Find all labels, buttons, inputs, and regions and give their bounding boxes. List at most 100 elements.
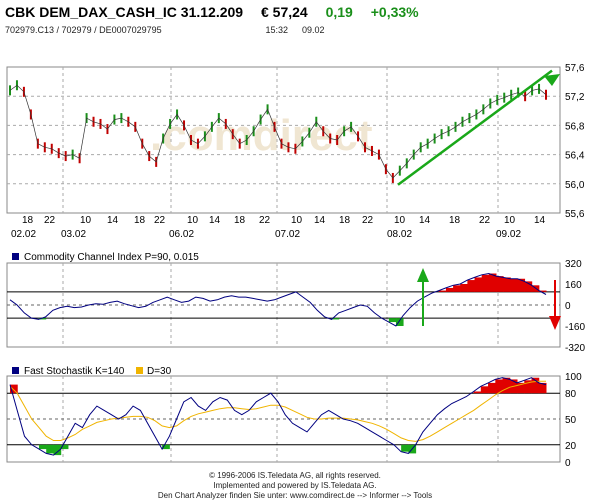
cci-fill-high <box>517 278 526 292</box>
footer-copyright: © 1996-2006 IS.Teledata AG, all rights r… <box>209 471 381 480</box>
last-price: € 57,24 <box>260 4 308 20</box>
quote-time: 15:32 <box>265 25 289 35</box>
y-tick-label: 160 <box>565 280 582 291</box>
x-tick-label: 10 <box>394 215 406 226</box>
stoch-d-legend-swatch <box>136 367 143 374</box>
y-tick-label: -320 <box>565 343 585 354</box>
quote-subheader: 702979.C13 / 702979 / DE0007029795 15:32… <box>5 25 325 35</box>
x-date-label: 03.02 <box>61 229 86 240</box>
x-tick-label: 18 <box>339 215 351 226</box>
y-tick-label: 20 <box>565 441 577 452</box>
stoch-fill-high <box>488 382 496 394</box>
x-tick-label: 14 <box>107 215 119 226</box>
cci-fill-low <box>38 318 47 320</box>
stoch-k-legend-swatch <box>12 367 19 374</box>
stoch-fill-low <box>46 444 54 454</box>
x-tick-label: 10 <box>187 215 199 226</box>
y-tick-label: 55,6 <box>565 209 585 220</box>
stoch-fill-high <box>538 382 547 394</box>
stoch-k-line <box>9 377 547 456</box>
cci-fill-high <box>481 274 490 292</box>
trend-line <box>397 69 553 186</box>
x-tick-label: 14 <box>419 215 431 226</box>
stoch-d-legend-label: D=30 <box>147 366 172 377</box>
x-tick-label: 18 <box>22 215 34 226</box>
cci-fill-low <box>395 318 404 326</box>
change-absolute: 0,19 <box>325 4 353 20</box>
stoch-fill-high <box>531 377 540 394</box>
quote-date: 09.02 <box>302 25 325 35</box>
y-tick-label: 56,8 <box>565 121 585 132</box>
stoch-fill-low <box>60 444 69 450</box>
stoch-fill-low <box>162 444 170 450</box>
x-date-label: 09.02 <box>496 229 521 240</box>
cci-fill-high <box>503 277 511 292</box>
x-tick-label: 22 <box>259 215 271 226</box>
x-tick-label: 18 <box>134 215 146 226</box>
x-date-label: 02.02 <box>11 229 36 240</box>
change-percent: +0,33% <box>370 4 419 20</box>
stoch-fill-high <box>473 391 482 394</box>
cci-fill-high <box>488 273 497 292</box>
stoch-k-legend-label: Fast Stochastik K=140 <box>24 366 125 377</box>
stoch-fill-high <box>524 380 533 394</box>
footer-link: Den Chart Analyzer finden Sie unter: www… <box>157 491 433 500</box>
price-line <box>9 84 547 179</box>
x-tick-label: 22 <box>362 215 374 226</box>
stoch-fill-low <box>38 444 47 450</box>
cci-legend-swatch <box>12 253 19 260</box>
cci-legend-label: Commodity Channel Index P=90, 0.015 <box>24 252 199 263</box>
y-tick-label: 100 <box>565 372 582 383</box>
x-tick-label: 10 <box>291 215 303 226</box>
cci-fill-low <box>388 318 397 323</box>
price-panel <box>6 66 561 214</box>
cci-fill-high <box>467 280 476 292</box>
x-date-label: 07.02 <box>275 229 300 240</box>
stoch-fill-high <box>495 379 504 394</box>
cci-line <box>9 272 547 327</box>
cci-fill-high <box>524 281 533 292</box>
y-tick-label: 50 <box>565 415 577 426</box>
trend-arrowhead <box>544 74 560 86</box>
cci-fill-high <box>538 290 547 292</box>
y-tick-label: -160 <box>565 322 585 333</box>
y-tick-label: 80 <box>565 389 577 400</box>
y-tick-label: 0 <box>565 458 571 469</box>
cci-fill-high <box>453 285 461 292</box>
y-tick-label: 56,4 <box>565 151 585 162</box>
stoch-fill-high <box>480 386 489 394</box>
x-tick-label: 18 <box>449 215 461 226</box>
x-tick-label: 14 <box>314 215 326 226</box>
quote-header: CBK DEM_DAX_CASH_IC 31.12.209 € 57,24 0,… <box>5 4 433 24</box>
stoch-fill-high <box>10 384 18 394</box>
instrument-name: CBK DEM_DAX_CASH_IC 31.12.209 <box>5 4 244 20</box>
x-tick-label: 14 <box>534 215 546 226</box>
y-tick-label: 0 <box>565 301 571 312</box>
y-tick-label: 57,6 <box>565 63 585 74</box>
x-tick-label: 10 <box>504 215 516 226</box>
x-tick-label: 14 <box>209 215 221 226</box>
cci-fill-low <box>331 318 340 320</box>
x-date-label: 08.02 <box>387 229 412 240</box>
cci-fill-high <box>495 276 504 292</box>
cci-fill-high <box>474 277 483 292</box>
stoch-fill-high <box>502 377 511 394</box>
x-tick-label: 22 <box>44 215 56 226</box>
cci-fill-high <box>445 287 454 292</box>
x-tick-label: 22 <box>479 215 491 226</box>
stoch-fill-low <box>401 444 409 452</box>
y-tick-label: 320 <box>565 259 582 270</box>
cci-fill-high <box>438 290 447 292</box>
y-tick-label: 56,0 <box>565 180 585 191</box>
x-tick-label: 10 <box>80 215 92 226</box>
cci-fill-high <box>460 284 468 292</box>
stoch-fill-high <box>517 382 525 394</box>
sell-arrow-head <box>549 316 561 330</box>
x-tick-label: 18 <box>234 215 246 226</box>
footer-implemented: Implemented and powered by IS.Teledata A… <box>213 481 377 490</box>
x-tick-label: 22 <box>154 215 166 226</box>
x-date-label: 06.02 <box>169 229 194 240</box>
stoch-fill-low <box>53 444 62 456</box>
instrument-ids: 702979.C13 / 702979 / DE0007029795 <box>5 25 162 35</box>
